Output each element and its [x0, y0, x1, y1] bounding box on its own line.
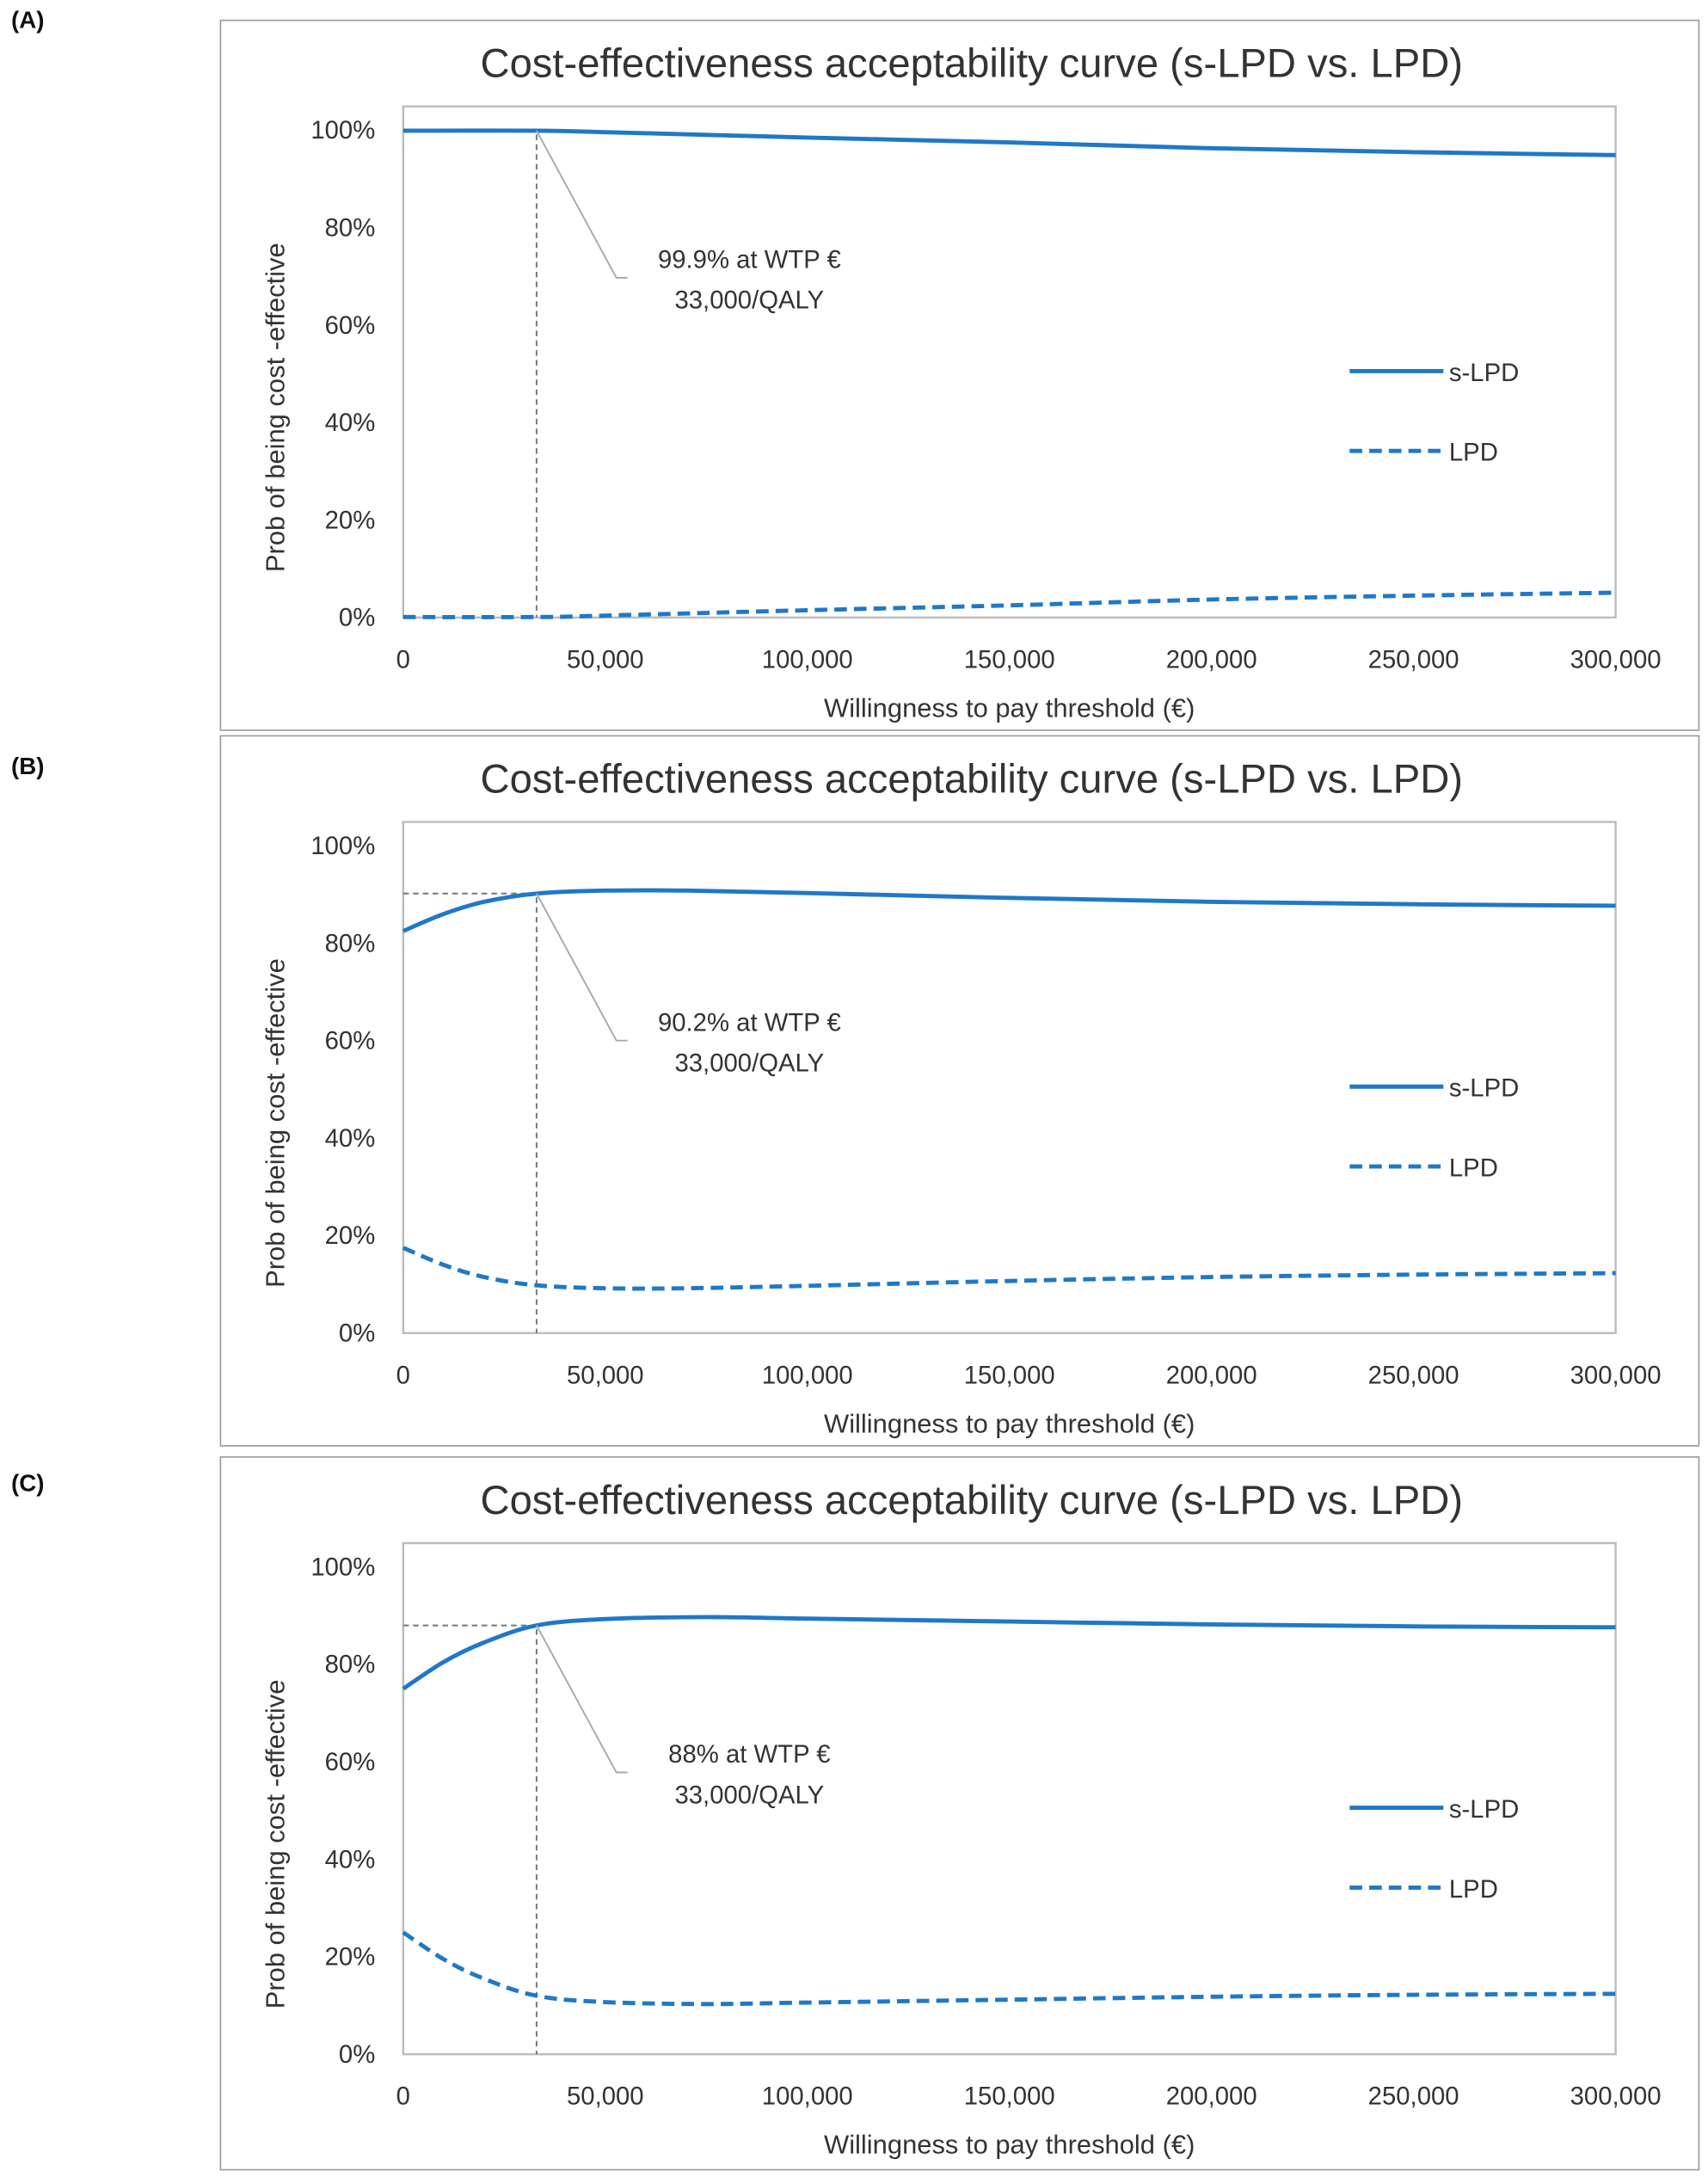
y-tick-label: 0%	[339, 1320, 375, 1348]
y-tick-label: 100%	[310, 116, 375, 145]
x-axis-label: Willingness to pay threshold (€)	[824, 2130, 1195, 2160]
panel-label-a: (A)	[11, 7, 45, 34]
x-tick-label: 200,000	[1166, 2083, 1257, 2111]
y-tick-label: 80%	[325, 929, 376, 957]
legend-label-s-lpd: s-LPD	[1449, 1074, 1519, 1103]
chart-panel-a: Cost-effectiveness acceptability curve (…	[219, 19, 1700, 731]
x-tick-label: 150,000	[964, 2083, 1055, 2111]
y-tick-label: 40%	[325, 1845, 376, 1873]
y-tick-label: 60%	[325, 1748, 376, 1776]
y-tick-label: 60%	[325, 311, 376, 340]
y-tick-label: 100%	[310, 832, 375, 860]
y-tick-label: 60%	[325, 1027, 376, 1055]
annotation-text: 33,000/QALY	[674, 286, 824, 315]
x-tick-label: 0	[396, 1361, 410, 1389]
x-tick-label: 0	[396, 646, 410, 674]
annotation-leader-line	[536, 893, 628, 1042]
x-tick-label: 50,000	[567, 646, 644, 674]
x-tick-label: 300,000	[1570, 2083, 1662, 2111]
annotation-leader-line	[536, 1625, 628, 1774]
x-tick-label: 150,000	[964, 1361, 1055, 1389]
series-line-lpd	[402, 590, 1616, 619]
x-tick-label: 100,000	[762, 646, 853, 674]
chart-title: Cost-effectiveness acceptability curve (…	[480, 1478, 1463, 1523]
plot-area	[402, 105, 1617, 619]
annotation-text: 33,000/QALY	[674, 1049, 824, 1078]
x-tick-label: 250,000	[1368, 1361, 1459, 1389]
y-tick-label: 20%	[325, 1221, 376, 1250]
annotation-text: 90.2% at WTP €	[658, 1008, 841, 1037]
x-tick-label: 200,000	[1166, 1361, 1257, 1389]
annotation-text: 99.9% at WTP €	[658, 245, 841, 274]
x-tick-label: 0	[396, 2083, 410, 2111]
x-tick-label: 50,000	[567, 2083, 644, 2111]
legend-label-lpd: LPD	[1449, 1875, 1498, 1904]
series-line-s-lpd	[402, 128, 1616, 157]
chart-svg: Cost-effectiveness acceptability curve (…	[260, 1478, 1662, 2160]
y-tick-label: 20%	[325, 506, 376, 534]
panel-label-c: (C)	[11, 1470, 45, 1498]
y-tick-label: 0%	[339, 604, 375, 632]
y-tick-label: 100%	[310, 1553, 375, 1581]
annotation-leader-line	[536, 130, 628, 279]
annotation-guide-line	[402, 892, 538, 1333]
y-axis-label: Prob of being cost -effective	[260, 1680, 290, 2009]
annotation-text: 88% at WTP €	[668, 1740, 830, 1769]
legend-label-lpd: LPD	[1449, 439, 1498, 467]
x-tick-label: 100,000	[762, 2083, 853, 2111]
series-line-s-lpd	[402, 1615, 1616, 1691]
x-tick-label: 150,000	[964, 646, 1055, 674]
legend-label-s-lpd: s-LPD	[1449, 359, 1519, 387]
y-tick-label: 40%	[325, 1124, 376, 1153]
x-tick-label: 50,000	[567, 1361, 644, 1389]
series-line-s-lpd	[402, 888, 1616, 933]
annotation-text: 33,000/QALY	[674, 1781, 824, 1809]
series-line-lpd	[402, 1930, 1616, 2007]
y-axis-label: Prob of being cost -effective	[260, 958, 290, 1288]
x-tick-label: 100,000	[762, 1361, 853, 1389]
x-axis-label: Willingness to pay threshold (€)	[824, 692, 1195, 723]
x-tick-label: 200,000	[1166, 646, 1257, 674]
series-line-lpd	[402, 1246, 1616, 1291]
legend-label-s-lpd: s-LPD	[1449, 1795, 1519, 1824]
x-tick-label: 250,000	[1368, 646, 1459, 674]
chart-title: Cost-effectiveness acceptability curve (…	[480, 41, 1463, 87]
y-tick-label: 80%	[325, 1651, 376, 1679]
x-tick-label: 300,000	[1570, 646, 1662, 674]
y-tick-label: 80%	[325, 213, 376, 242]
legend-label-lpd: LPD	[1449, 1154, 1498, 1182]
chart-svg: Cost-effectiveness acceptability curve (…	[260, 756, 1662, 1438]
y-axis-label: Prob of being cost -effective	[260, 243, 290, 572]
x-axis-label: Willingness to pay threshold (€)	[824, 1408, 1195, 1438]
chart-svg: Cost-effectiveness acceptability curve (…	[260, 41, 1662, 723]
y-tick-label: 20%	[325, 1943, 376, 1972]
y-tick-label: 40%	[325, 409, 376, 437]
x-tick-label: 300,000	[1570, 1361, 1662, 1389]
plot-area	[402, 821, 1617, 1334]
chart-panel-c: Cost-effectiveness acceptability curve (…	[219, 1456, 1700, 2171]
x-tick-label: 250,000	[1368, 2083, 1459, 2111]
chart-title: Cost-effectiveness acceptability curve (…	[480, 756, 1463, 802]
annotation-guide-line	[402, 1624, 538, 2055]
panel-label-b: (B)	[11, 753, 45, 780]
y-tick-label: 0%	[339, 2040, 375, 2069]
chart-panel-b: Cost-effectiveness acceptability curve (…	[219, 735, 1700, 1447]
